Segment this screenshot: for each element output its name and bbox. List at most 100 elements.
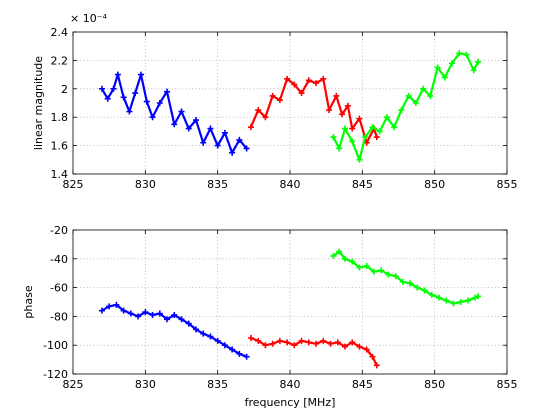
magnitude-y-axis-label: linear magnitude [32,56,45,150]
phase-series-2-point [369,353,376,360]
phase-series-3-point [363,263,370,269]
phase-series-2-point [284,339,291,346]
magnitude-series-2-point [255,107,262,114]
magnitude-series-1-point [207,125,214,132]
phase-series-1-point [127,310,134,317]
phase-series-3-point [436,294,443,301]
phase-x-axis-label: frequency [MHz] [245,396,336,409]
phase-series-1-point [164,316,171,323]
magnitude-series-3-point [463,51,470,58]
magnitude-series-3-point [383,114,390,121]
magnitude-series-1-point [126,108,133,115]
phase-series-1-point [156,310,163,317]
phase-series-2-point [255,337,262,344]
magnitude-series-3-point [475,58,482,65]
phase-series-2-point [313,340,320,347]
magnitude-series-3-point [391,124,398,131]
phase-y-tick-label: -100 [43,339,68,352]
magnitude-series-1-point [192,117,199,124]
magnitude-series-2-point [339,111,346,118]
magnitude-series-3-point [356,156,363,163]
phase-series-1-point [106,303,113,310]
magnitude-y-tick-label: 1.8 [51,111,69,124]
phase-series-3-point [392,273,399,280]
phase-series-3-point [336,248,343,255]
phase-series-3-trace [332,250,480,305]
magnitude-series-1-point [200,139,207,146]
phase-x-tick-label: 835 [207,378,228,391]
magnitude-series-1-point [243,145,250,152]
phase-series-1-point [142,309,149,316]
phase-y-axis-label: phase [22,285,35,318]
magnitude-series-2-point [262,114,269,121]
magnitude-series-1-point [221,129,228,136]
magnitude-series-1-point [214,142,221,149]
phase-y-tick-label: -40 [50,253,68,266]
magnitude-series-3-point [441,74,448,81]
magnitude-series-1-point [171,121,178,128]
magnitude-series-3-point [398,107,405,114]
magnitude-x-tick-label: 855 [497,178,518,191]
magnitude-ticks: 825 830 835 840 845 850 855 1.4 1.6 1.8 2 2.2 2.4 [51,26,518,191]
magnitude-series-3-point [412,100,419,106]
magnitude-series-1-point [120,94,127,101]
phase-series-1-point [214,337,221,344]
magnitude-series-2-point [313,80,320,87]
phase-series-3-point [385,271,392,278]
magnitude-series-3-point [369,124,376,131]
magnitude-series-3-point [341,125,348,132]
magnitude-y-tick-label: 1.4 [51,168,69,181]
phase-series-1-point [98,307,105,314]
magnitude-series-3-point [449,60,456,67]
magnitude-series-2-point [344,102,351,109]
magnitude-series-1-point [110,85,117,92]
magnitude-series-2-point [356,115,363,122]
magnitude-series-1-point [104,95,111,102]
magnitude-series-3-point [427,92,434,99]
phase-y-tick-label: -20 [50,224,68,237]
phase-series-1-point [120,307,127,314]
phase-series-1-point [236,350,243,357]
magnitude-series-1-point [114,71,121,78]
phase-ticks: 825 830 835 840 845 850 855 -120 -100 -80 -60 -40 -2… [43,224,517,391]
phase-series-3-point [443,297,450,304]
magnitude-x-tick-label: 825 [63,178,84,191]
phase-data [98,248,482,369]
phase-series-2-point [305,339,312,346]
phase-grid [73,230,507,374]
phase-series-2-point [276,337,283,344]
phase-series-3-point [341,255,348,262]
phase-series-2-point [373,362,380,369]
phase-series-3-point [475,293,482,300]
phase-series-1-point [149,311,156,318]
phase-y-tick-label: -60 [50,282,68,295]
phase-x-tick-label: 840 [280,378,301,391]
magnitude-series-3-point [420,85,427,92]
phase-series-2-point [363,346,370,353]
phase-y-tick-label: -120 [43,368,68,381]
phase-series-2-point [356,343,363,350]
magnitude-series-1-point [149,114,156,121]
magnitude-series-2-point [269,92,276,99]
magnitude-series-1-point [137,71,144,78]
magnitude-series-1-point [132,90,139,97]
phase-series-1-point [229,346,236,353]
phase-series-1-point [185,320,192,327]
phase-series-3-point [464,297,471,304]
magnitude-data [98,50,482,163]
magnitude-series-1-point [178,108,185,115]
phase-series-3-point [407,280,414,287]
magnitude-x-tick-label: 845 [352,178,373,191]
magnitude-y-tick-label: 1.6 [51,140,69,153]
magnitude-series-2-point [333,92,340,99]
phase-x-tick-label: 830 [135,378,156,391]
magnitude-x-tick-label: 850 [424,178,445,191]
phase-series-3-point [428,291,435,298]
phase-series-3-point [414,284,421,291]
phase-series-3-point [356,264,363,271]
magnitude-series-3-point [405,92,412,99]
phase-series-2-point [320,337,327,344]
phase-series-1-point [200,330,207,337]
magnitude-series-1-point [236,136,243,143]
phase-series-3-point [421,287,428,294]
